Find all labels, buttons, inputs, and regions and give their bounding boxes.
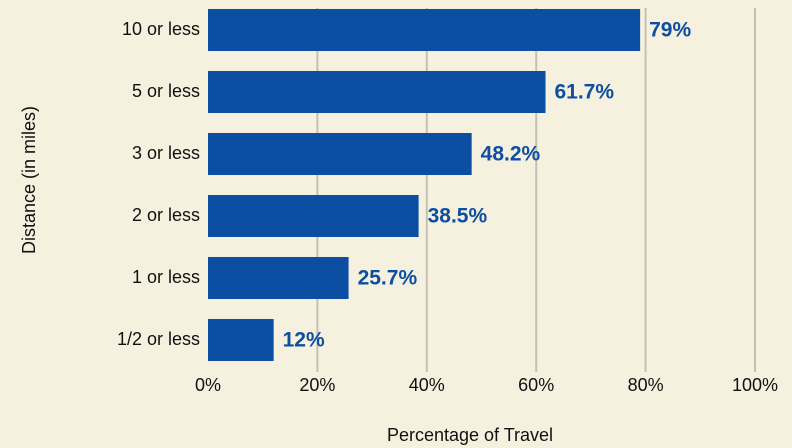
value-label: 12% (283, 329, 325, 352)
x-tick-label: 100% (732, 375, 778, 395)
bar (208, 9, 641, 51)
bar (208, 133, 472, 175)
y-tick-label: 1/2 or less (117, 329, 200, 349)
y-tick-label: 5 or less (132, 81, 200, 101)
y-tick-label: 1 or less (132, 267, 200, 287)
value-label: 61.7% (554, 81, 614, 104)
x-tick-label: 60% (518, 375, 554, 395)
x-tick-label: 20% (299, 375, 335, 395)
x-tick-label: 80% (628, 375, 664, 395)
x-tick-label: 40% (409, 375, 445, 395)
value-label: 48.2% (481, 143, 541, 166)
y-tick-label: 2 or less (132, 205, 200, 225)
y-axis-title: Distance (in miles) (19, 106, 39, 254)
value-label: 38.5% (428, 205, 488, 228)
bar (208, 71, 546, 113)
value-label: 79% (649, 19, 691, 42)
y-tick-label: 10 or less (122, 19, 200, 39)
bar (208, 257, 349, 299)
x-axis-title: Percentage of Travel (387, 425, 553, 445)
bar (208, 195, 419, 237)
y-tick-label: 3 or less (132, 143, 200, 163)
x-tick-label: 0% (195, 375, 221, 395)
bar (208, 319, 274, 361)
value-label: 25.7% (358, 267, 418, 290)
